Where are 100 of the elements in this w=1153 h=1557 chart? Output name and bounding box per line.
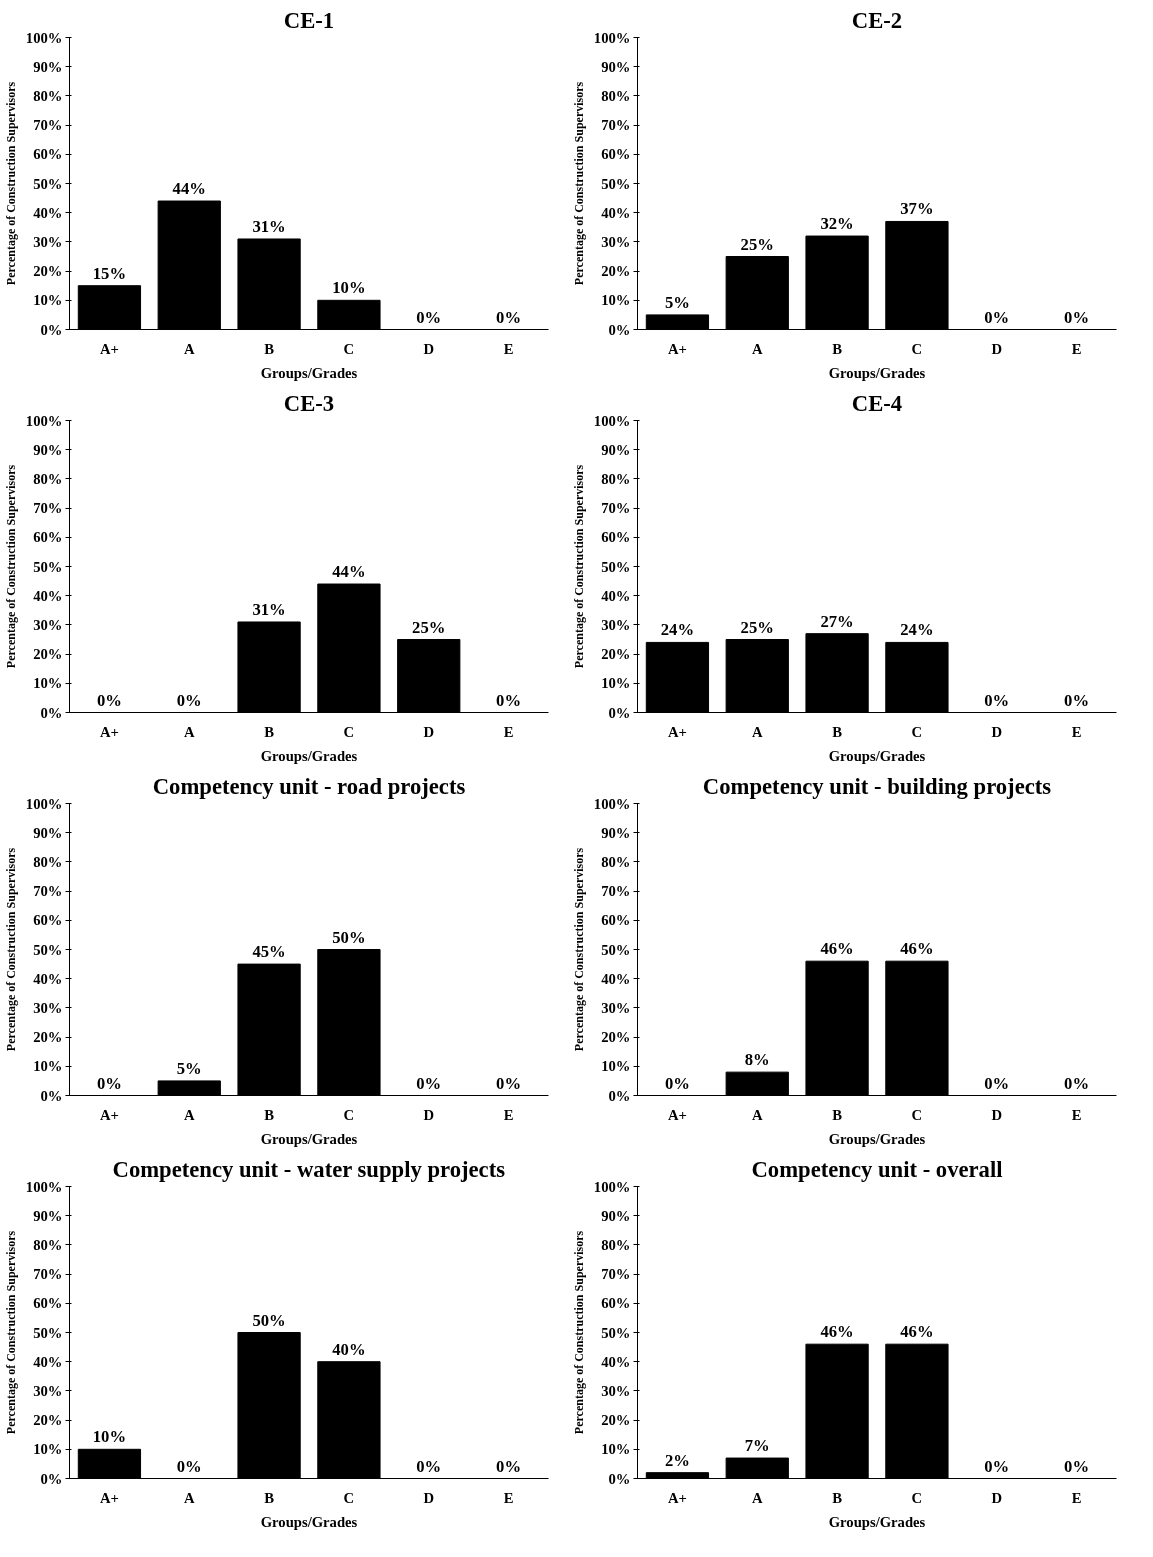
- y-tick-label: 10%: [33, 675, 63, 692]
- x-tick-label: A+: [99, 340, 119, 357]
- x-tick-label: B: [264, 1106, 275, 1123]
- x-axis-title: Groups/Grades: [260, 747, 358, 764]
- x-tick-label: A+: [667, 340, 687, 357]
- y-tick-label: 0%: [608, 1087, 631, 1104]
- data-label: 0%: [496, 307, 522, 327]
- x-tick-label: A: [183, 1489, 195, 1506]
- y-tick-label: 30%: [601, 1382, 631, 1399]
- x-tick-label: B: [832, 340, 843, 357]
- y-tick-label: 20%: [601, 263, 631, 280]
- data-label: 44%: [172, 179, 206, 199]
- y-tick-label: 80%: [601, 87, 631, 104]
- y-tick-label: 20%: [601, 1412, 631, 1429]
- y-tick-label: 90%: [601, 824, 631, 841]
- chart-title: Competency unit - water supply projects: [112, 1156, 506, 1182]
- x-tick-label: A: [751, 1106, 763, 1123]
- data-label: 46%: [820, 1322, 854, 1342]
- y-tick-label: 60%: [601, 1295, 631, 1312]
- y-tick-label: 60%: [33, 529, 63, 546]
- y-tick-label: 60%: [33, 146, 63, 163]
- chart-title: CE-1: [283, 7, 335, 33]
- y-tick-label: 10%: [33, 292, 63, 309]
- y-tick-label: 100%: [593, 412, 631, 429]
- y-tick-label: 40%: [33, 587, 63, 604]
- x-tick-label: E: [1071, 1106, 1082, 1123]
- x-tick-label: C: [343, 1106, 355, 1123]
- y-tick-label: 0%: [40, 704, 63, 721]
- y-tick-label: 60%: [601, 146, 631, 163]
- y-tick-label: 30%: [601, 616, 631, 633]
- y-tick-label: 20%: [33, 646, 63, 663]
- y-tick-label: 40%: [33, 1353, 63, 1370]
- y-tick-label: 20%: [33, 1029, 63, 1046]
- x-tick-label: A+: [99, 723, 119, 740]
- data-label: 25%: [740, 234, 774, 254]
- x-tick-label: D: [423, 340, 435, 357]
- y-tick-label: 60%: [33, 912, 63, 929]
- y-tick-label: 20%: [601, 1029, 631, 1046]
- y-tick-label: 30%: [33, 1382, 63, 1399]
- data-label: 0%: [984, 307, 1010, 327]
- data-label: 10%: [332, 278, 366, 298]
- x-tick-label: B: [264, 340, 275, 357]
- y-tick-label: 100%: [593, 795, 631, 812]
- data-label: 37%: [900, 199, 934, 219]
- y-tick-label: 50%: [601, 558, 631, 575]
- x-tick-label: D: [991, 340, 1003, 357]
- x-tick-label: D: [991, 1106, 1003, 1123]
- x-tick-label: B: [264, 1489, 275, 1506]
- y-tick-label: 10%: [601, 675, 631, 692]
- y-axis-title: Percentage of Construction Supervisors: [571, 1230, 586, 1435]
- y-tick-label: 0%: [608, 321, 631, 338]
- y-axis-title: Percentage of Construction Supervisors: [3, 847, 18, 1052]
- y-tick-label: 90%: [33, 1207, 63, 1224]
- data-label: 5%: [176, 1058, 202, 1078]
- y-tick-label: 60%: [601, 912, 631, 929]
- y-tick-label: 40%: [601, 587, 631, 604]
- x-tick-label: E: [1071, 340, 1082, 357]
- y-tick-label: 50%: [33, 1324, 63, 1341]
- data-label: 44%: [332, 562, 366, 582]
- x-tick-label: A: [751, 723, 763, 740]
- data-label: 32%: [820, 214, 854, 234]
- y-tick-label: 30%: [601, 999, 631, 1016]
- y-tick-label: 40%: [601, 1353, 631, 1370]
- y-axis-title: Percentage of Construction Supervisors: [3, 81, 18, 286]
- y-axis-title: Percentage of Construction Supervisors: [571, 847, 586, 1052]
- x-tick-label: C: [911, 1489, 923, 1506]
- y-tick-label: 10%: [601, 292, 631, 309]
- x-tick-label: D: [991, 723, 1003, 740]
- y-tick-label: 30%: [33, 233, 63, 250]
- y-tick-label: 100%: [25, 795, 63, 812]
- x-tick-label: D: [991, 1489, 1003, 1506]
- x-tick-label: C: [911, 1106, 923, 1123]
- x-tick-label: C: [343, 723, 355, 740]
- data-label: 0%: [176, 1456, 202, 1476]
- chart-title: Competency unit - overall: [751, 1156, 1003, 1182]
- x-axis-title: Groups/Grades: [828, 1130, 926, 1147]
- data-label: 0%: [664, 1073, 690, 1093]
- y-tick-label: 0%: [608, 704, 631, 721]
- data-label: 24%: [660, 620, 695, 640]
- y-tick-label: 80%: [601, 1236, 631, 1253]
- y-tick-label: 20%: [601, 646, 631, 663]
- x-tick-label: D: [423, 1106, 435, 1123]
- data-label: 0%: [1064, 307, 1090, 327]
- data-label: 0%: [984, 1073, 1010, 1093]
- x-tick-label: E: [1071, 1489, 1082, 1506]
- y-tick-label: 70%: [33, 1266, 63, 1283]
- y-tick-label: 20%: [33, 263, 63, 280]
- y-tick-label: 40%: [33, 970, 63, 987]
- x-tick-label: B: [832, 723, 843, 740]
- data-label: 10%: [92, 1427, 127, 1447]
- y-tick-label: 0%: [608, 1470, 631, 1487]
- y-tick-label: 80%: [601, 853, 631, 870]
- y-tick-label: 100%: [593, 1178, 631, 1195]
- y-tick-label: 0%: [40, 1470, 63, 1487]
- x-tick-label: A+: [667, 1106, 687, 1123]
- x-axis-title: Groups/Grades: [828, 747, 926, 764]
- y-tick-label: 100%: [593, 29, 631, 46]
- data-label: 0%: [984, 1456, 1010, 1476]
- y-tick-label: 60%: [601, 529, 631, 546]
- chart-title: CE-3: [283, 390, 335, 416]
